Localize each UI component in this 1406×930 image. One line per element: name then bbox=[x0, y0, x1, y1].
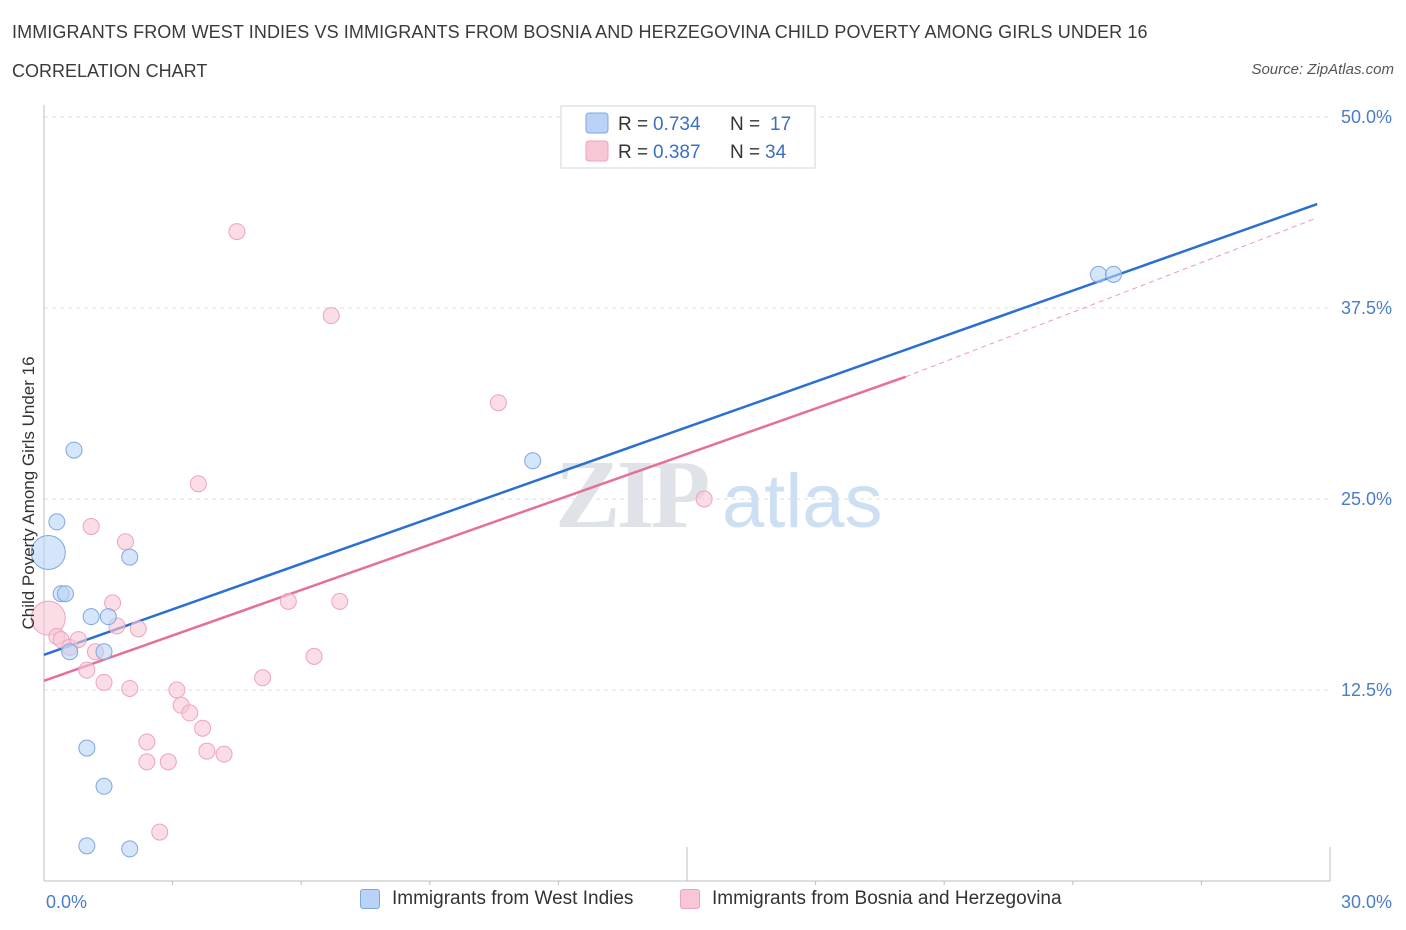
legend-n-label-2: N = bbox=[730, 142, 760, 163]
point-bosnia-26 bbox=[254, 669, 272, 687]
point-bosnia-15 bbox=[138, 753, 156, 771]
point-bosnia-0 bbox=[30, 600, 66, 636]
point-bosnia-25 bbox=[228, 223, 246, 241]
legend-swatch-bosnia bbox=[585, 140, 609, 162]
point-bosnia-28 bbox=[305, 647, 323, 665]
y-axis-label: Child Poverty Among Girls Under 16 bbox=[19, 356, 38, 629]
point-bosnia-31 bbox=[489, 394, 507, 412]
point-bosnia-4 bbox=[69, 631, 87, 649]
bottom-legend-item-bosnia: Immigrants from Bosnia and Herzegovina bbox=[680, 888, 1062, 910]
trend-line-bosnia bbox=[43, 375, 907, 683]
point-bosnia-24 bbox=[215, 745, 233, 763]
point-bosnia-16 bbox=[151, 823, 169, 841]
watermark-atlas: atlas bbox=[722, 459, 883, 544]
point-west-indies-16 bbox=[1105, 265, 1123, 283]
point-bosnia-8 bbox=[95, 673, 113, 691]
trend-line-west-indies bbox=[43, 202, 1318, 657]
bottom-legend-item-west-indies: Immigrants from West Indies bbox=[360, 888, 633, 910]
y-tick-label-0: 12.5% bbox=[1341, 680, 1392, 700]
point-west-indies-3 bbox=[56, 585, 74, 603]
point-west-indies-11 bbox=[99, 608, 117, 626]
point-bosnia-32 bbox=[695, 490, 713, 508]
x-tick-label-1: 30.0% bbox=[1341, 892, 1392, 912]
chart-subtitle: CORRELATION CHART bbox=[12, 61, 208, 81]
axes bbox=[43, 105, 1331, 885]
point-west-indies-12 bbox=[121, 840, 139, 858]
legend-n-label-1: N = bbox=[730, 114, 760, 135]
point-bosnia-27 bbox=[279, 592, 297, 610]
point-west-indies-7 bbox=[78, 837, 96, 855]
chart-title: IMMIGRANTS FROM WEST INDIES VS IMMIGRANT… bbox=[12, 22, 1148, 42]
legend-r-value-2: 0.387 bbox=[653, 142, 701, 163]
point-west-indies-13 bbox=[121, 548, 139, 566]
y-tick-label-1: 25.0% bbox=[1341, 489, 1392, 509]
point-bosnia-17 bbox=[159, 753, 177, 771]
point-west-indies-15 bbox=[1090, 265, 1108, 283]
data-points bbox=[30, 223, 1123, 858]
legend-swatch-west-indies bbox=[585, 112, 609, 134]
point-west-indies-8 bbox=[82, 608, 100, 626]
point-bosnia-5 bbox=[78, 661, 96, 679]
gridlines bbox=[44, 116, 1330, 691]
point-bosnia-29 bbox=[322, 307, 340, 325]
tick-labels: 12.5% 25.0% 37.5% 50.0% 0.0% 30.0% bbox=[46, 107, 1392, 912]
y-tick-label-3: 50.0% bbox=[1341, 107, 1392, 127]
point-west-indies-9 bbox=[95, 643, 113, 661]
point-west-indies-4 bbox=[61, 643, 79, 661]
bottom-legend-label-west-indies: Immigrants from West Indies bbox=[392, 888, 634, 909]
point-west-indies-1 bbox=[48, 513, 66, 531]
bottom-legend-swatch-west-indies bbox=[360, 889, 380, 909]
bottom-legend-swatch-bosnia bbox=[680, 889, 700, 909]
point-bosnia-23 bbox=[198, 742, 216, 760]
bottom-legend: Immigrants from West Indies Immigrants f… bbox=[0, 888, 1406, 918]
point-bosnia-21 bbox=[189, 475, 207, 493]
legend-n-value-2: 34 bbox=[765, 142, 787, 163]
legend-r-label-2: R = bbox=[618, 142, 648, 163]
point-bosnia-12 bbox=[121, 679, 139, 697]
point-west-indies-14 bbox=[524, 452, 542, 470]
point-bosnia-18 bbox=[168, 681, 186, 699]
point-bosnia-30 bbox=[331, 592, 349, 610]
point-bosnia-13 bbox=[129, 620, 147, 638]
legend-r-value-1: 0.734 bbox=[653, 114, 701, 135]
point-bosnia-22 bbox=[194, 719, 212, 737]
bottom-legend-label-bosnia: Immigrants from Bosnia and Herzegovina bbox=[712, 888, 1062, 909]
point-west-indies-0 bbox=[30, 534, 66, 570]
point-bosnia-11 bbox=[116, 533, 134, 551]
point-west-indies-6 bbox=[78, 739, 96, 757]
source-label: Source: ZipAtlas.com bbox=[1251, 61, 1394, 78]
point-west-indies-5 bbox=[65, 441, 83, 459]
point-bosnia-14 bbox=[138, 733, 156, 751]
legend-n-value-1: 17 bbox=[770, 114, 791, 135]
y-tick-label-2: 37.5% bbox=[1341, 298, 1392, 318]
watermark-zip: ZIP bbox=[555, 441, 709, 549]
point-bosnia-20 bbox=[181, 704, 199, 722]
point-west-indies-10 bbox=[95, 777, 113, 795]
point-bosnia-6 bbox=[82, 518, 100, 536]
legend: R = 0.734 N = 17 R = 0.387 N = 34 bbox=[560, 105, 816, 169]
watermark: ZIP atlas bbox=[555, 441, 883, 549]
trend-extension-bosnia bbox=[905, 217, 1318, 378]
x-tick-label-0: 0.0% bbox=[46, 892, 87, 912]
legend-r-label-1: R = bbox=[618, 114, 648, 135]
